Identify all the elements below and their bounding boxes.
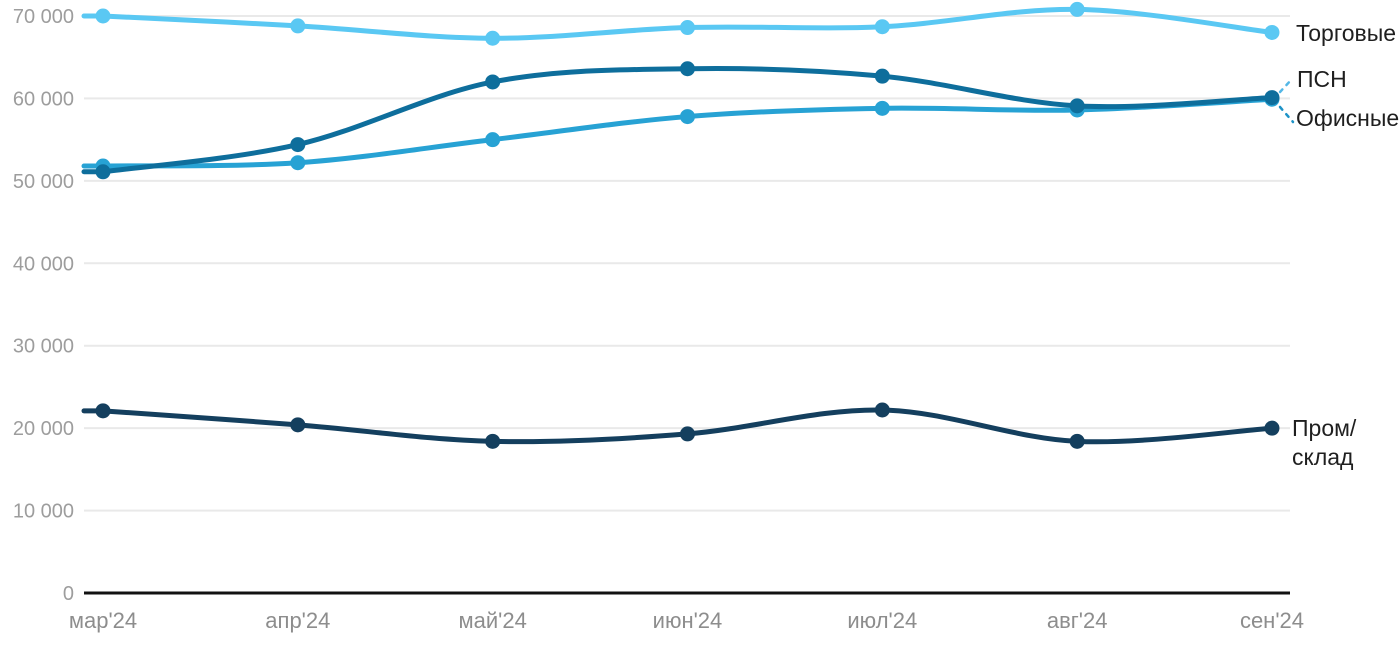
- data-point-prom-sklad-май'24[interactable]: [485, 433, 501, 449]
- data-point-psn-июл'24[interactable]: [874, 68, 890, 84]
- x-tick-label-6: авг'24: [1047, 608, 1108, 633]
- legend-label-prom-sklad: Пром/ склад: [1292, 415, 1357, 470]
- x-tick-label-5: июл'24: [847, 608, 917, 633]
- y-tick-label: 0: [63, 583, 74, 605]
- x-tick-label-4: июн'24: [653, 608, 723, 633]
- data-point-prom-sklad-июн'24[interactable]: [679, 426, 695, 442]
- data-point-prom-sklad-мар'24[interactable]: [95, 403, 111, 419]
- data-point-torgovye-сен'24[interactable]: [1264, 24, 1280, 40]
- data-point-torgovye-мар'24[interactable]: [95, 8, 111, 24]
- data-point-ofisnye-июл'24[interactable]: [874, 100, 890, 116]
- data-point-psn-авг'24[interactable]: [1069, 98, 1085, 114]
- data-point-psn-май'24[interactable]: [485, 74, 501, 90]
- data-point-prom-sklad-сен'24[interactable]: [1264, 420, 1280, 436]
- x-tick-label-2: апр'24: [265, 608, 330, 633]
- data-point-psn-мар'24[interactable]: [95, 164, 111, 180]
- data-point-psn-сен'24[interactable]: [1264, 90, 1280, 106]
- y-tick-label: 20 000: [13, 418, 74, 440]
- data-point-ofisnye-май'24[interactable]: [485, 132, 501, 148]
- x-tick-label-7: сен'24: [1240, 608, 1304, 633]
- y-tick-label: 50 000: [13, 171, 74, 193]
- y-tick-label: 60 000: [13, 88, 74, 110]
- data-point-torgovye-май'24[interactable]: [485, 30, 501, 46]
- leader-ofisnye: [1278, 105, 1295, 124]
- legend-label-ofisnye: Офисные: [1296, 105, 1400, 131]
- leader-psn: [1278, 77, 1294, 94]
- legend-label-torgovye: Торговые: [1296, 20, 1397, 46]
- x-tick-label-1: мар'24: [69, 608, 137, 633]
- data-point-psn-апр'24[interactable]: [290, 137, 306, 153]
- y-tick-label: 30 000: [13, 336, 74, 358]
- data-point-prom-sklad-апр'24[interactable]: [290, 417, 306, 433]
- y-tick-label: 70 000: [13, 6, 74, 28]
- legend-label-psn: ПСН: [1297, 66, 1347, 92]
- data-point-psn-июн'24[interactable]: [679, 61, 695, 77]
- data-point-prom-sklad-июл'24[interactable]: [874, 402, 890, 418]
- y-tick-label: 10 000: [13, 501, 74, 523]
- data-point-ofisnye-июн'24[interactable]: [679, 109, 695, 125]
- data-point-torgovye-авг'24[interactable]: [1069, 1, 1085, 17]
- x-tick-label-3: май'24: [458, 608, 526, 633]
- data-point-ofisnye-апр'24[interactable]: [290, 155, 306, 171]
- data-point-torgovye-июл'24[interactable]: [874, 19, 890, 35]
- y-tick-label: 40 000: [13, 253, 74, 275]
- data-point-torgovye-июн'24[interactable]: [679, 20, 695, 36]
- data-point-torgovye-апр'24[interactable]: [290, 18, 306, 34]
- data-point-prom-sklad-авг'24[interactable]: [1069, 433, 1085, 449]
